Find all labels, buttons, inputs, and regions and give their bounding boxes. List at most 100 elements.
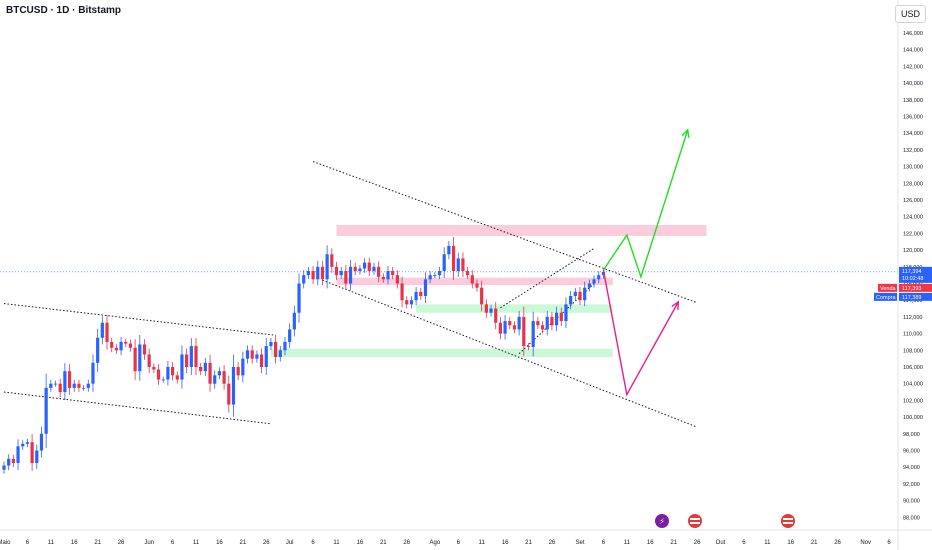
price-tick-label: 106,000	[903, 365, 923, 371]
flag-stripe	[690, 518, 700, 520]
time-tick-label: 16	[71, 540, 78, 546]
us-flag-event-icon[interactable]	[781, 514, 795, 528]
time-tick-label: 26	[118, 540, 125, 546]
candle-body	[72, 383, 76, 388]
candle-body	[531, 321, 535, 347]
price-tick-label: 88,000	[903, 515, 920, 521]
sell-price-label: 117,393	[902, 286, 921, 292]
candle-body	[306, 270, 310, 276]
candle-body	[194, 346, 198, 367]
candle-body	[381, 276, 385, 280]
price-tick-label: 90,000	[903, 499, 920, 505]
candle-body	[63, 371, 67, 393]
candle-body	[208, 362, 212, 384]
currency-button[interactable]: USD	[894, 5, 926, 23]
time-tick-label: 26	[263, 540, 270, 546]
support-zone	[270, 348, 613, 357]
candle-body	[142, 344, 147, 355]
candle-body	[264, 346, 268, 367]
time-tick-label: 21	[94, 540, 101, 546]
dotted-trendline	[3, 303, 276, 336]
candle-body	[419, 291, 423, 297]
us-flag-event-icon[interactable]	[688, 514, 702, 528]
candle-body	[423, 279, 428, 297]
candle-body	[597, 275, 601, 280]
price-tick-label: 138,000	[903, 98, 923, 104]
candle-body	[110, 341, 114, 348]
candle-body	[44, 387, 48, 434]
time-tick-label: 11	[48, 540, 55, 546]
time-tick-label: 16	[647, 540, 654, 546]
time-tick-label: 11	[333, 540, 340, 546]
price-tick-label: 136,000	[903, 115, 923, 121]
candle-body	[199, 367, 203, 372]
resistance-zone	[336, 277, 613, 286]
candle-body	[466, 270, 470, 276]
candle-body	[400, 283, 404, 301]
candle-body	[316, 266, 320, 280]
candle-body	[138, 344, 142, 372]
candle-body	[554, 312, 559, 326]
candle-body	[236, 367, 240, 376]
candle-body	[508, 321, 512, 326]
price-tick-label: 132,000	[903, 148, 923, 154]
candle-body	[7, 458, 11, 466]
dotted-trendline	[3, 391, 271, 425]
candle-body	[442, 254, 446, 271]
candle-body	[461, 258, 465, 271]
time-axis[interactable]: Maio 6 11 16 21 26 Jun 6 11 16 21 26 Jul 6 11 16 21 26 Ago…	[0, 540, 891, 546]
time-tick-label: Out	[716, 540, 726, 546]
candle-body	[353, 266, 357, 271]
symbol-title[interactable]: BTCUSD · 1D · Bitstamp	[6, 5, 122, 16]
candle-body	[119, 341, 123, 351]
time-tick-label: 21	[380, 540, 387, 546]
candle-body	[433, 275, 437, 276]
candle-body	[344, 270, 348, 284]
time-tick-label: 11	[193, 540, 200, 546]
candle-body	[358, 268, 362, 271]
sell-tag-label: Venda	[880, 286, 897, 292]
candle-body	[213, 375, 217, 384]
candle-body	[21, 443, 25, 447]
flag-stripe	[783, 522, 793, 524]
support-zone	[416, 304, 613, 313]
candle-body	[292, 312, 296, 330]
candle-body	[456, 258, 460, 271]
candle-body	[53, 383, 58, 385]
price-tick-label: 112,000	[903, 315, 922, 321]
candle-body	[166, 367, 170, 380]
sell-price-tag	[899, 283, 932, 292]
candle-body	[77, 383, 81, 388]
candle-body	[517, 316, 521, 330]
price-tick-label: 130,000	[903, 165, 923, 171]
price-tick-label: 140,000	[903, 81, 923, 87]
time-tick-label: Jun	[144, 540, 154, 546]
candle-body	[550, 316, 554, 326]
price-tick-label: 104,000	[903, 382, 923, 388]
price-tick-label: 96,000	[903, 449, 920, 455]
price-tick-label: 98,000	[903, 432, 920, 438]
flag-stripe	[690, 522, 700, 524]
candle-body	[540, 325, 545, 330]
candle-body	[156, 369, 161, 380]
candle-body	[339, 270, 343, 276]
price-tick-label: 120,000	[903, 248, 923, 254]
candle-body	[409, 300, 414, 305]
candle-body	[334, 266, 339, 276]
candle-body	[49, 383, 53, 388]
candle-body	[259, 354, 264, 367]
candle-body	[494, 308, 498, 323]
candles-layer	[2, 236, 606, 474]
candle-body	[592, 279, 596, 284]
candle-body	[222, 371, 226, 384]
time-tick-label: 16	[502, 540, 509, 546]
candle-body	[489, 308, 493, 313]
price-tick-label: 122,000	[903, 231, 923, 237]
candle-body	[217, 371, 222, 376]
price-tick-label: 126,000	[903, 198, 923, 204]
lightning-event-icon[interactable]	[655, 514, 669, 528]
candle-body	[58, 383, 62, 393]
time-tick-label: 6	[887, 540, 891, 546]
